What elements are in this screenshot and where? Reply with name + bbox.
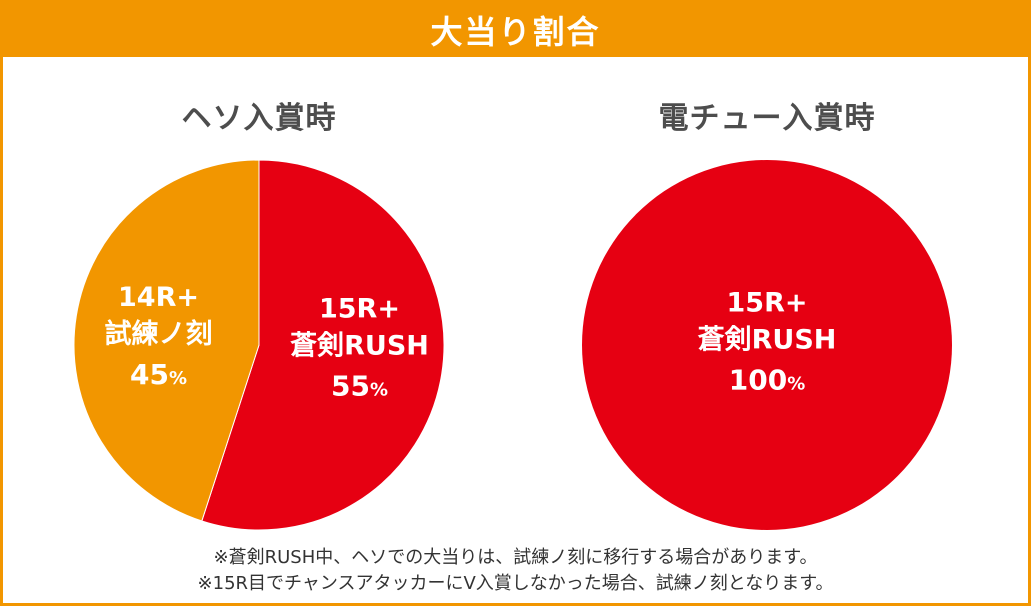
pie-label-line-denchu-0-0: 15R+	[727, 288, 808, 319]
pie-label-heso-1: 14R+ 試練ノ刻 45%	[105, 282, 213, 391]
pie-label-line-heso-0-0: 15R+	[319, 293, 400, 324]
pie-label-line-denchu-0-1: 蒼剣RUSH	[698, 325, 837, 356]
pie-slice-heso-1	[73, 159, 260, 522]
pie-label-line-heso-1-1: 試練ノ刻	[105, 318, 213, 350]
pie-label-line-heso-1-0: 14R+	[118, 282, 199, 313]
footnote-2: ※15R目でチャンスアタッカーにV入賞しなかった場合、試練ノ刻となります。	[197, 573, 834, 594]
pie-value-denchu-0: 100%	[729, 364, 806, 397]
pie-value-heso-0: 55%	[331, 369, 388, 402]
pie-charts-canvas: 15R+ 蒼剣RUSH 55% 14R+ 試練ノ刻 45% 15R+ 蒼剣RUSH 100%	[73, 159, 952, 531]
footnote-1: ※蒼剣RUSH中、ヘソでの大当りは、試練ノ刻に移行する場合があります。	[213, 547, 818, 568]
pie-slice-denchu-0	[582, 160, 952, 530]
chart-title-heso: ヘソ入賞時	[181, 101, 337, 136]
pie-label-heso-0: 15R+ 蒼剣RUSH 55%	[290, 293, 429, 402]
pie-label-denchu-0: 15R+ 蒼剣RUSH 100%	[698, 288, 837, 397]
header-title: 大当り割合	[430, 13, 601, 51]
pie-label-line-heso-0-1: 蒼剣RUSH	[290, 330, 429, 361]
pie-value-heso-1: 45%	[130, 358, 187, 391]
header-bar: 大当り割合	[3, 3, 1028, 57]
chart-title-denchu: 電チュー入賞時	[658, 101, 876, 136]
pie-slice-heso-0	[201, 159, 445, 531]
